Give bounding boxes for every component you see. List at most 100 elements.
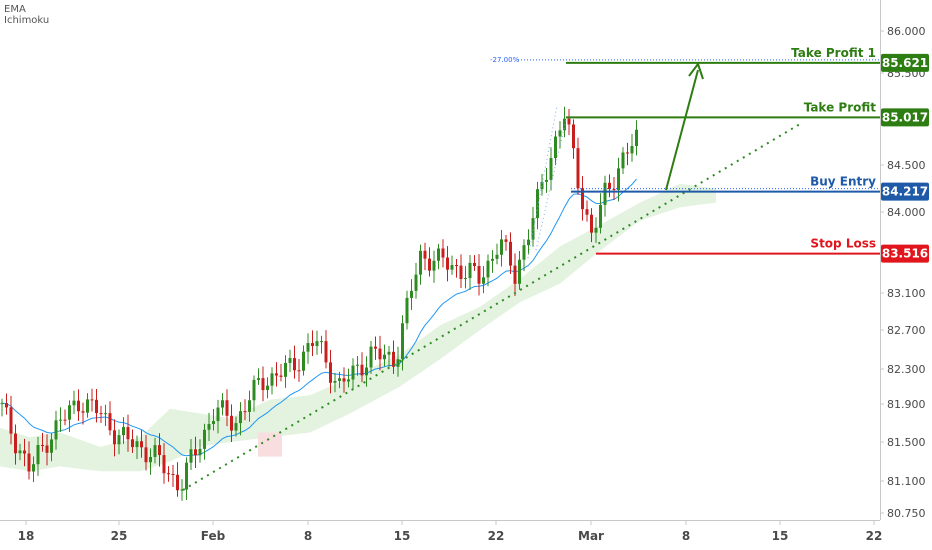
candle-body <box>495 254 499 259</box>
candle-body <box>81 411 85 413</box>
candle-body <box>545 179 548 182</box>
time-tick-label: 8 <box>682 529 690 543</box>
candle-body <box>90 399 94 401</box>
candle-body <box>297 370 301 372</box>
candle-body <box>104 413 107 415</box>
candle-body <box>378 348 382 360</box>
candle-body <box>491 258 494 261</box>
candle-body <box>621 152 625 169</box>
candle-body <box>387 351 391 355</box>
candle-body <box>410 290 413 298</box>
time-tick-label: Feb <box>201 529 226 543</box>
candlesticks <box>0 106 638 501</box>
candle-body <box>617 168 620 190</box>
time-tick-label: 22 <box>488 529 505 543</box>
candle-body <box>441 248 445 258</box>
price-levels: Take Profit 1 Take Profit Buy Entry Stop Lo… <box>490 46 880 255</box>
price-tick-label: 82.300 <box>887 363 926 376</box>
candle-body <box>140 441 143 448</box>
candle-body <box>558 130 562 137</box>
candle-body <box>459 265 463 280</box>
price-badge-label: 83.516 <box>882 247 928 261</box>
price-badge-label: 84.217 <box>882 185 928 199</box>
candle-body <box>59 419 62 421</box>
candle-body <box>153 445 157 457</box>
candle-body <box>306 343 310 352</box>
candle-body <box>225 400 229 416</box>
candle-body <box>486 260 490 278</box>
candle-body <box>432 260 436 271</box>
candle-body <box>243 411 247 413</box>
time-tick-label: 15 <box>394 529 411 543</box>
candle-body <box>144 447 148 463</box>
candle-body <box>234 423 238 431</box>
price-tick-label: 82.700 <box>887 324 926 337</box>
candle-body <box>185 462 188 490</box>
price-tick-label: 81.100 <box>887 475 926 488</box>
candle-body <box>612 189 616 191</box>
candle-body <box>54 420 58 440</box>
candle-body <box>311 343 314 346</box>
candle-body <box>14 433 17 454</box>
candle-body <box>626 152 629 154</box>
candle-body <box>531 218 535 240</box>
candle-body <box>473 262 476 266</box>
level-label: Stop Loss <box>810 237 876 251</box>
candle-body <box>95 399 98 414</box>
candle-body <box>423 250 427 259</box>
time-tick-label: 18 <box>18 529 35 543</box>
time-axis[interactable]: 18 25 Feb 8 15 22 Mar 8 15 22 <box>18 520 883 543</box>
ema-path <box>1 178 637 457</box>
candle-body <box>108 413 112 431</box>
candle-body <box>567 118 571 125</box>
candle-body <box>266 385 269 391</box>
candle-body <box>513 265 517 284</box>
candle-body <box>212 421 215 425</box>
candle-body <box>135 441 139 448</box>
price-tick-label: 81.500 <box>887 436 926 449</box>
candle-body <box>554 136 557 159</box>
price-badge <box>881 108 929 127</box>
candle-body <box>509 241 512 266</box>
candle-body <box>518 259 521 284</box>
candle-body <box>594 227 598 233</box>
time-tick-label: 15 <box>772 529 789 543</box>
candle-body <box>527 239 530 246</box>
candle-body <box>41 444 44 446</box>
time-tick-label: 25 <box>111 529 128 543</box>
legend-ema[interactable]: EMA <box>4 4 26 15</box>
candle-body <box>131 439 134 448</box>
candle-body <box>405 297 409 324</box>
trend-line <box>182 123 801 491</box>
candle-body <box>572 124 575 149</box>
candle-body <box>257 378 260 380</box>
price-badge <box>881 182 929 201</box>
level-label: Buy Entry <box>810 175 876 189</box>
candle-body <box>500 239 503 255</box>
candle-body <box>468 262 472 279</box>
candle-body <box>50 439 53 453</box>
candle-body <box>446 257 449 270</box>
candle-body <box>477 265 481 284</box>
candle-body <box>414 274 418 291</box>
candle-body <box>383 354 386 360</box>
candle-body <box>180 489 184 491</box>
candle-body <box>18 450 22 454</box>
candle-body <box>86 399 89 413</box>
price-badges: 85.621 85.017 84.217 83.516 <box>881 53 929 263</box>
legend-ichimoku[interactable]: Ichimoku <box>4 15 49 26</box>
price-badge-label: 85.017 <box>882 110 928 124</box>
time-tick-label: Mar <box>578 529 604 543</box>
candle-body <box>113 430 116 445</box>
candle-body <box>77 400 80 412</box>
price-badge <box>881 53 929 72</box>
ichimoku-cloud <box>0 183 716 472</box>
candle-body <box>576 148 580 189</box>
candle-body <box>275 373 278 376</box>
candle-body <box>437 248 440 261</box>
candle-body <box>99 413 103 415</box>
candle-body <box>369 346 373 368</box>
candle-body <box>252 379 256 401</box>
candle-body <box>549 158 553 180</box>
